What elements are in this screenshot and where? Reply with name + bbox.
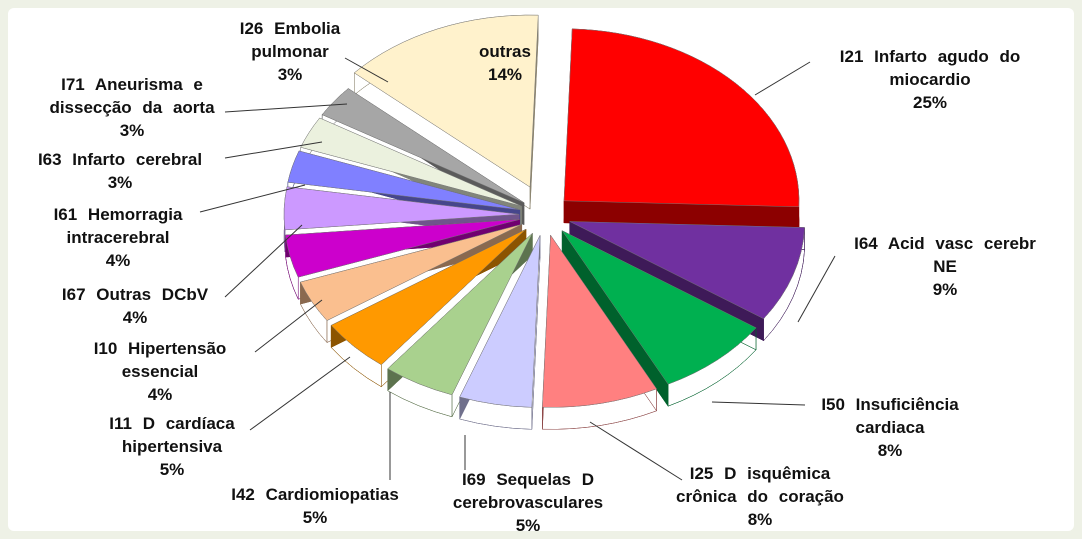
value-label: 9% bbox=[932, 280, 958, 299]
slice bbox=[563, 28, 800, 208]
leader-line bbox=[711, 401, 806, 406]
category-label: I61 Hemorragia intracerebral bbox=[53, 205, 183, 247]
slice bbox=[300, 224, 522, 321]
slice bbox=[283, 186, 520, 231]
category-label: I69 Sequelas D cerebrovasculares bbox=[452, 470, 604, 512]
value-label: 8% bbox=[747, 510, 773, 529]
category-label: I64 Acid vasc cerebr NE bbox=[854, 234, 1036, 276]
value-label: 4% bbox=[147, 385, 173, 404]
category-label: I25 D isquêmica crônica do coração bbox=[676, 464, 844, 506]
data-label: outras 14% bbox=[455, 40, 555, 86]
value-label: 8% bbox=[877, 441, 903, 460]
slice bbox=[300, 117, 522, 207]
value-label: 25% bbox=[912, 93, 948, 112]
slice bbox=[287, 150, 520, 211]
data-label: I61 Hemorragia intracerebral 4% bbox=[38, 203, 198, 272]
chart-panel bbox=[8, 8, 1074, 531]
value-label: 3% bbox=[119, 121, 145, 140]
leader-line bbox=[249, 356, 351, 431]
data-label: I64 Acid vasc cerebr NE 9% bbox=[838, 232, 1053, 301]
leader-line bbox=[254, 299, 323, 353]
data-label: I11 D cardíaca hipertensiva 5% bbox=[92, 412, 252, 481]
data-label: I67 Outras DCbV 4% bbox=[40, 283, 230, 329]
value-label: 3% bbox=[107, 173, 133, 192]
slice bbox=[561, 230, 757, 385]
data-label: I71 Aneurisma e dissecção da aorta 3% bbox=[32, 73, 232, 142]
leader-line bbox=[224, 103, 348, 113]
value-label: 3% bbox=[277, 65, 303, 84]
category-label: I42 Cardiomiopatias bbox=[231, 485, 399, 504]
leader-line bbox=[344, 57, 389, 83]
category-label: I11 D cardíaca hipertensiva bbox=[109, 414, 235, 456]
leader-line bbox=[224, 224, 303, 298]
slice bbox=[569, 221, 805, 319]
data-label: I42 Cardiomiopatias 5% bbox=[195, 483, 435, 529]
data-label: I69 Sequelas D cerebrovasculares 5% bbox=[428, 468, 628, 537]
data-label: I26 Embolia pulmonar 3% bbox=[215, 17, 365, 86]
value-label: 5% bbox=[159, 460, 185, 479]
data-label: I50 Insuficiência cardiaca 8% bbox=[795, 393, 985, 462]
category-label: I63 Infarto cerebral bbox=[37, 150, 203, 169]
category-label: I21 Infarto agudo do miocardio bbox=[839, 47, 1021, 89]
leader-line bbox=[754, 61, 811, 96]
data-label: I10 Hipertensão essencial 4% bbox=[75, 337, 245, 406]
slice bbox=[330, 228, 527, 366]
value-label: 4% bbox=[122, 308, 148, 327]
category-label: I10 Hipertensão essencial bbox=[93, 339, 227, 381]
value-label: 5% bbox=[302, 508, 328, 527]
data-label: I63 Infarto cerebral 3% bbox=[10, 148, 230, 194]
slice bbox=[285, 219, 520, 278]
leader-line bbox=[224, 141, 323, 159]
data-label: I25 D isquêmica crônica do coração 8% bbox=[660, 462, 860, 531]
leader-line bbox=[199, 184, 306, 213]
data-label: I21 Infarto agudo do miocardio 25% bbox=[815, 45, 1045, 114]
value-label: 14% bbox=[487, 65, 523, 84]
category-label: I26 Embolia pulmonar bbox=[239, 19, 341, 61]
value-label: 5% bbox=[515, 516, 541, 535]
value-label: 4% bbox=[105, 251, 131, 270]
slice-side bbox=[300, 223, 523, 344]
slice bbox=[542, 234, 657, 408]
category-label: I67 Outras DCbV bbox=[61, 285, 209, 304]
leader-line bbox=[797, 255, 836, 323]
slice bbox=[387, 233, 533, 396]
category-label: outras bbox=[479, 42, 531, 61]
slice bbox=[353, 14, 539, 188]
category-label: I50 Insuficiência cardiaca bbox=[821, 395, 959, 437]
slice bbox=[321, 88, 525, 203]
leader-line bbox=[589, 421, 683, 481]
category-label: I71 Aneurisma e dissecção da aorta bbox=[49, 75, 215, 117]
slice bbox=[459, 235, 541, 408]
